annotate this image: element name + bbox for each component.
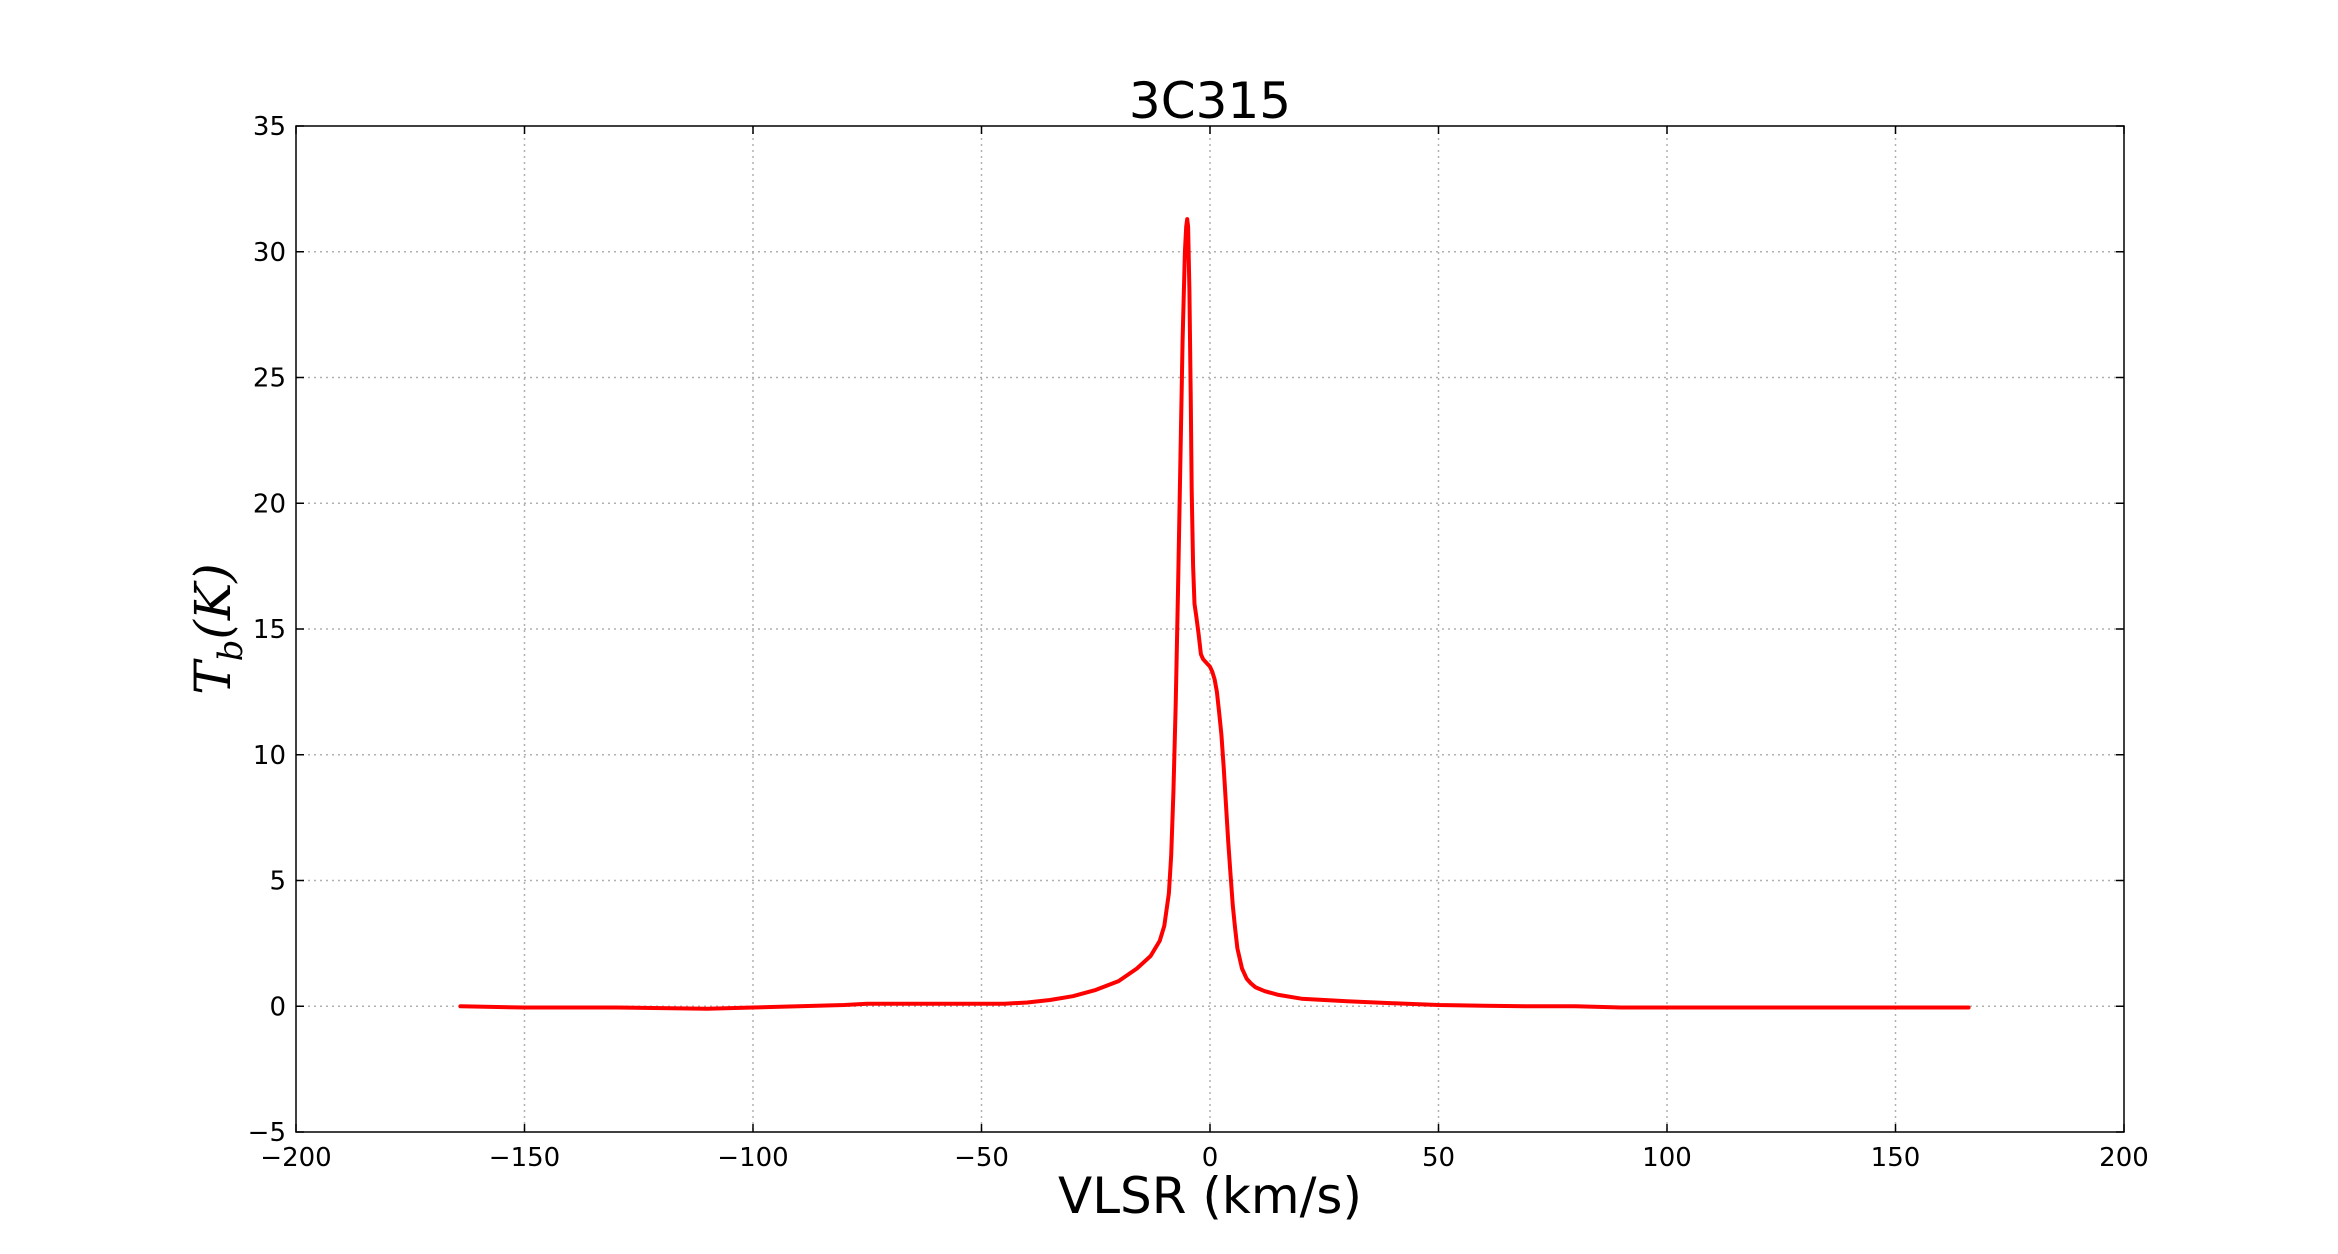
- x-tick-label: −100: [717, 1143, 788, 1173]
- x-tick-label: 150: [1871, 1143, 1921, 1173]
- y-tick-label: 5: [269, 867, 286, 897]
- chart-title: 3C315: [1129, 72, 1291, 130]
- series-line: [458, 217, 1971, 1011]
- x-tick-label: 100: [1642, 1143, 1692, 1173]
- y-axis-label-subscript: b: [211, 640, 251, 662]
- grid-layer: [296, 126, 2124, 1132]
- x-axis-label: VLSR (km/s): [1058, 1167, 1362, 1225]
- y-axis-label: Tb(K): [184, 563, 251, 695]
- y-axis-label-rest: (K): [184, 563, 242, 639]
- data-layer: [458, 217, 1971, 1011]
- y-tick-label: 30: [253, 238, 286, 268]
- label-layer: −200 −150 −100 −50 0 50 100 150 200−505101520253…: [248, 112, 2149, 1173]
- y-tick-label: −5: [248, 1118, 286, 1148]
- y-tick-label: 15: [253, 615, 286, 645]
- x-tick-label: 0: [1202, 1143, 1219, 1173]
- x-tick-label: 200: [2099, 1143, 2149, 1173]
- y-tick-label: 20: [253, 489, 286, 519]
- x-tick-label: −150: [489, 1143, 560, 1173]
- y-tick-label: 10: [253, 741, 286, 771]
- y-axis-label-main: T: [184, 658, 242, 695]
- x-tick-label: −200: [260, 1143, 331, 1173]
- x-tick-label: −50: [954, 1143, 1009, 1173]
- x-tick-label: 50: [1422, 1143, 1455, 1173]
- y-tick-label: 25: [253, 364, 286, 394]
- y-tick-label: 35: [253, 112, 286, 142]
- y-tick-label: 0: [269, 992, 286, 1022]
- tick-layer: [295, 125, 2125, 1133]
